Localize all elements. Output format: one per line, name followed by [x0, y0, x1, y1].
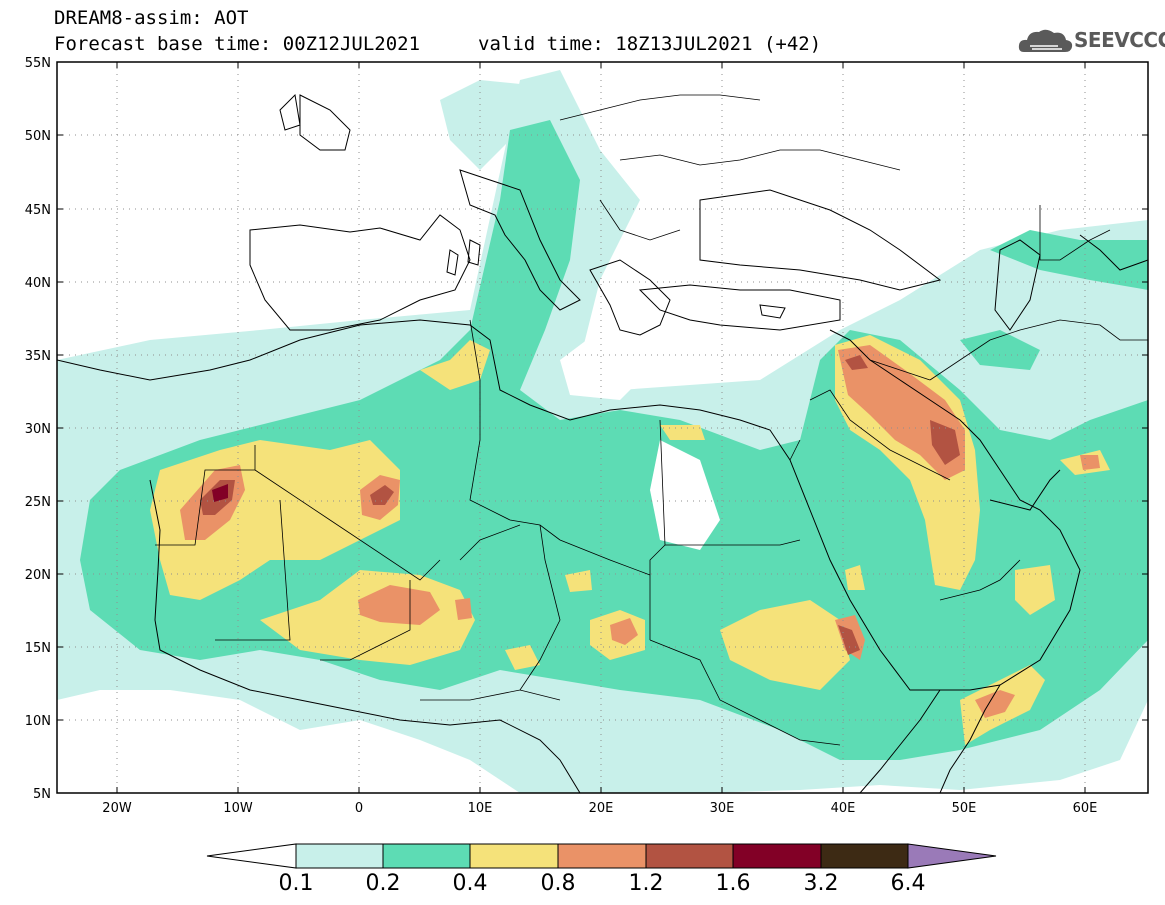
colorbar-segment	[469, 843, 559, 869]
lon-tick-label: 10W	[223, 801, 253, 816]
colorbar-label: 1.2	[628, 871, 664, 896]
lon-tick-label: 50E	[952, 801, 977, 816]
latitude-axis: 55N 50N 45N 40N 35N 30N 25N 20N 15N 10N …	[25, 56, 51, 802]
lon-tick-label: 20E	[589, 801, 614, 816]
lat-tick-label: 45N	[25, 203, 51, 218]
colorbar-label: 0.8	[540, 871, 576, 896]
lat-tick-label: 10N	[25, 714, 51, 729]
seevccc-logo: SEEVCCC	[1018, 26, 1165, 56]
coastlines	[57, 93, 1148, 793]
colorbar-high-arrow	[907, 843, 997, 869]
country-borders	[155, 94, 1148, 746]
colorbar-label: 0.2	[365, 871, 401, 896]
longitude-axis: 20W 10W 0 10E 20E 30E 40E 50E 60E	[102, 801, 1097, 816]
colorbar-segment	[732, 843, 822, 869]
aot-fields	[57, 62, 1148, 793]
lon-tick-label: 40E	[831, 801, 856, 816]
logo-text: SEEVCCC	[1074, 28, 1165, 52]
lon-tick-label: 60E	[1073, 801, 1098, 816]
colorbar-label: 1.6	[715, 871, 751, 896]
colorbar-low-arrow	[206, 843, 297, 869]
colorbar	[206, 843, 997, 869]
cloud-icon	[1018, 29, 1073, 52]
lat-tick-label: 5N	[33, 787, 51, 802]
colorbar-segment	[820, 843, 909, 869]
lat-tick-label: 15N	[25, 641, 51, 656]
lat-tick-label: 35N	[25, 349, 51, 364]
colorbar-segment	[295, 843, 384, 869]
colorbar-label: 6.4	[890, 871, 926, 896]
lon-tick-label: 0	[355, 801, 363, 816]
colorbar-segment	[557, 843, 647, 869]
lon-tick-label: 30E	[710, 801, 735, 816]
colorbar-label: 0.4	[452, 871, 488, 896]
colorbar-segment	[645, 843, 734, 869]
lat-tick-label: 40N	[25, 276, 51, 291]
valid-time: valid time: 18Z13JUL2021 (+42)	[478, 33, 822, 55]
lon-tick-label: 20W	[102, 801, 132, 816]
lon-tick-label: 10E	[468, 801, 493, 816]
forecast-base-time: Forecast base time: 00Z12JUL2021	[54, 33, 421, 55]
lat-tick-label: 25N	[25, 495, 51, 510]
lat-tick-label: 20N	[25, 568, 51, 583]
lat-tick-label: 30N	[25, 422, 51, 437]
map-title: DREAM8-assim: AOT	[54, 7, 249, 29]
colorbar-label: 0.1	[278, 871, 314, 896]
lat-tick-marks	[57, 62, 1148, 793]
lat-tick-label: 50N	[25, 129, 51, 144]
colorbar-label: 3.2	[803, 871, 839, 896]
lat-tick-label: 55N	[25, 56, 51, 71]
colorbar-segment	[382, 843, 471, 869]
